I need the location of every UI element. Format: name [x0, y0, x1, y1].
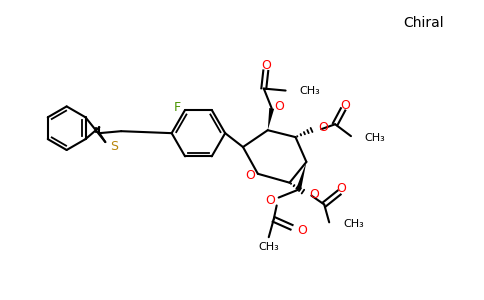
- Text: O: O: [298, 224, 307, 237]
- Text: CH₃: CH₃: [343, 219, 364, 229]
- Text: O: O: [318, 121, 328, 134]
- Polygon shape: [296, 162, 306, 190]
- Text: O: O: [309, 188, 319, 201]
- Text: CH₃: CH₃: [258, 242, 279, 252]
- Text: S: S: [110, 140, 118, 152]
- Text: Chiral: Chiral: [404, 16, 444, 30]
- Text: F: F: [174, 100, 181, 113]
- Text: O: O: [275, 100, 285, 113]
- Text: O: O: [265, 194, 275, 207]
- Text: O: O: [340, 99, 350, 112]
- Text: CH₃: CH₃: [300, 85, 320, 96]
- Text: O: O: [261, 59, 271, 72]
- Polygon shape: [268, 108, 274, 130]
- Text: O: O: [336, 182, 346, 195]
- Text: O: O: [245, 169, 255, 182]
- Text: CH₃: CH₃: [365, 133, 386, 143]
